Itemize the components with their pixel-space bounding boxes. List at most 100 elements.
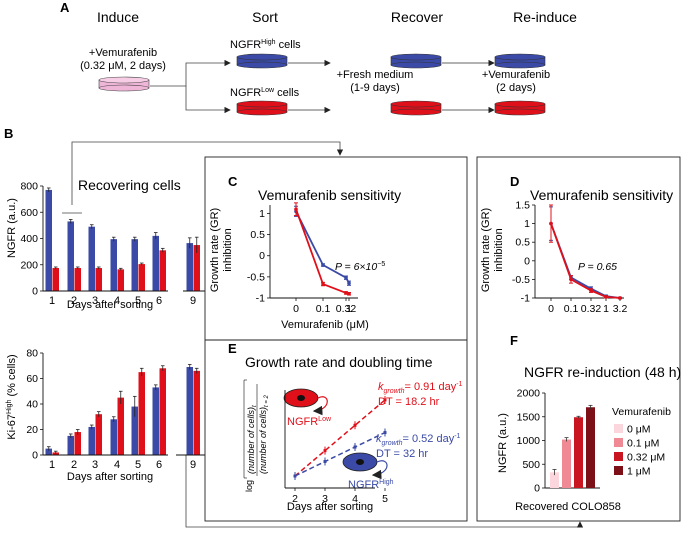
d-xtick-label: 0.1 bbox=[564, 303, 579, 315]
e-xtick-label: 3 bbox=[322, 493, 328, 505]
c-ytick-label: -1 bbox=[256, 293, 265, 305]
d-pvalue: P = 0.65 bbox=[578, 261, 617, 273]
panel-e: E Growth rate and doubling time Days aft… bbox=[228, 341, 463, 513]
b-bottom-bar-high bbox=[45, 448, 52, 455]
f-title: NGFR re-induction (48 h) bbox=[524, 364, 681, 380]
panel-f: F NGFR re-induction (48 h) NGFR (a.u.) R… bbox=[497, 333, 681, 513]
c-title: Vemurafenib sensitivity bbox=[258, 187, 401, 203]
f-ytick-label: 500 bbox=[522, 459, 540, 471]
f-bar bbox=[562, 439, 571, 488]
e-high-kgrowth: kgrowth= 0.52 day-1 bbox=[376, 433, 461, 447]
d-ytick-label: -1 bbox=[521, 293, 530, 305]
svg-text:log: log bbox=[244, 480, 254, 492]
e-ylabel: log (number of cells)t (number of cells)… bbox=[243, 379, 270, 492]
reinduce-treatment: +Vemurafenib bbox=[482, 69, 550, 81]
b-bottom-xtick-label: 9 bbox=[190, 459, 196, 471]
dish-high-1-rim bbox=[390, 53, 442, 61]
dish-high-2-rim bbox=[494, 53, 546, 61]
b-top-bar-low bbox=[138, 264, 145, 291]
d-xtick-label: 1 bbox=[603, 303, 609, 315]
b-top-bar-high bbox=[131, 239, 138, 291]
dish-low-2-base bbox=[494, 108, 546, 116]
b-bottom-ytick-label: 0 bbox=[32, 450, 38, 462]
dish-low-0-rim bbox=[236, 100, 288, 108]
b-bottom-ytick-label: 40 bbox=[26, 399, 38, 411]
f-ytick-label: 0 bbox=[534, 483, 540, 495]
step-recover: Recover bbox=[391, 9, 443, 25]
dish-high-2-base bbox=[494, 61, 546, 69]
b-top-bar-high bbox=[45, 189, 52, 291]
panel-a-label: A bbox=[60, 0, 70, 15]
d-xtick-label: 0.32 bbox=[581, 303, 602, 315]
cell-low-icon bbox=[283, 388, 328, 416]
f-legend-swatch bbox=[614, 438, 623, 447]
b-bottom-bar-low bbox=[193, 370, 200, 455]
d-ytick-label: -0.5 bbox=[512, 274, 530, 286]
b-bottom-bar-high bbox=[152, 387, 159, 455]
b-top-xtick-label: 4 bbox=[114, 295, 120, 307]
b-bottom-xtick-label: 1 bbox=[49, 459, 55, 471]
f-legend-label: 1 μM bbox=[627, 466, 651, 478]
b-bottom-ytick-label: 20 bbox=[26, 424, 38, 436]
b-bottom-xtick-label: 2 bbox=[71, 459, 77, 471]
c-pvalue: P = 6×10−5 bbox=[335, 261, 385, 273]
ki67-ylabel: Ki-67High (% cells) bbox=[6, 354, 18, 439]
c-ytick-label: 0 bbox=[259, 250, 265, 262]
b-top-xtick-label: 9 bbox=[190, 295, 196, 307]
dish-low-2-rim bbox=[494, 100, 546, 108]
step-reinduce: Re-induce bbox=[513, 9, 577, 25]
b-top-bar-high bbox=[152, 235, 159, 291]
e-xtick-label: 4 bbox=[352, 493, 358, 505]
b-top-bar-low bbox=[193, 245, 200, 291]
c-ytick-label: 0.5 bbox=[250, 229, 265, 241]
b-bottom-bar-low bbox=[117, 397, 124, 455]
dish-low-1-base bbox=[390, 108, 442, 116]
b-bottom-bar-low bbox=[138, 372, 145, 455]
reinduce-days: (2 days) bbox=[496, 82, 536, 94]
cell-high-icon bbox=[342, 452, 388, 480]
b-bottom-xtick-label: 4 bbox=[114, 459, 120, 471]
d-ylabel-2: inhibition bbox=[493, 228, 505, 271]
dish-low-1 bbox=[390, 100, 442, 116]
dish-low-1-rim bbox=[390, 100, 442, 108]
f-legend-swatch bbox=[614, 424, 623, 433]
b-top-xlabel: Days after sorting bbox=[67, 299, 153, 311]
f-legend-swatch bbox=[614, 466, 623, 475]
e-low-dt: DT = 18.2 hr bbox=[378, 396, 440, 408]
panel-d: D Vemurafenib sensitivity Growth rate (G… bbox=[480, 174, 673, 315]
c-xtick-label: 0 bbox=[293, 303, 299, 315]
dish-high-0-rim bbox=[236, 53, 288, 61]
c-ytick-label: -0.5 bbox=[247, 271, 265, 283]
e-fit-line-low bbox=[294, 399, 386, 477]
e-low-cell-label: NGFRLow bbox=[287, 416, 332, 428]
panel-d-label: D bbox=[510, 174, 519, 189]
b-top-bar-low bbox=[159, 250, 166, 291]
e-point bbox=[353, 445, 357, 449]
panel-e-label: E bbox=[228, 341, 237, 356]
b-top-ytick-label: 200 bbox=[20, 259, 38, 271]
d-title: Vemurafenib sensitivity bbox=[530, 187, 673, 203]
e-point bbox=[383, 431, 387, 435]
b-top-bar-low bbox=[74, 268, 81, 291]
panel-c-label: C bbox=[228, 174, 238, 189]
d-ylabel-1: Growth rate (GR) bbox=[480, 208, 492, 292]
b-bottom-xtick-label: 5 bbox=[135, 459, 141, 471]
c-line-high bbox=[295, 210, 350, 284]
dish-high-0-base bbox=[236, 61, 288, 69]
d-xtick-label: 3.2 bbox=[613, 303, 628, 315]
b-top-xtick-label: 5 bbox=[135, 295, 141, 307]
dish-high-0 bbox=[236, 53, 288, 69]
f-legend-title: Vemurafenib bbox=[612, 406, 671, 418]
b-top-bar-high bbox=[110, 239, 117, 291]
d-ytick-label: 0.5 bbox=[515, 237, 530, 249]
e-xtick-label: 2 bbox=[292, 493, 298, 505]
b-bottom-bar-high bbox=[110, 419, 117, 455]
e-ylab-den: (number of cells)t = 2 bbox=[258, 394, 270, 474]
b-top-ytick-label: 0 bbox=[32, 286, 38, 298]
b-top-bar-low bbox=[95, 268, 102, 291]
c-ytick-label: 1 bbox=[259, 208, 265, 220]
sort-low-label: NGFRLow cells bbox=[230, 87, 300, 99]
b-bottom-xtick-label: 6 bbox=[156, 459, 162, 471]
b-top-xtick-label: 2 bbox=[71, 295, 77, 307]
d-ytick-label: 1 bbox=[524, 218, 530, 230]
